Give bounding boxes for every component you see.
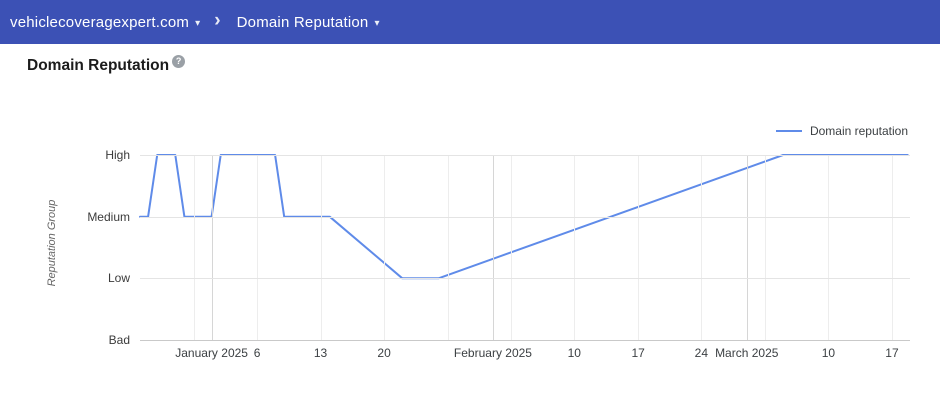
chevron-down-icon: ▾ [195,17,201,29]
y-axis-labels: High Medium Low Bad [0,148,130,347]
y-tick-label: Medium [87,209,130,224]
reputation-line-chart [139,154,909,280]
x-gridline [511,155,513,340]
y-gridline [140,155,910,156]
domain-menu[interactable]: vehiclecoveragexpert.com ▾ [10,14,200,31]
breadcrumb-chevron-icon: › [214,10,221,31]
x-gridline [193,155,195,340]
x-gridline [638,155,640,340]
x-gridline [211,155,213,340]
x-tick-label: February 2025 [453,346,532,360]
legend-line-swatch [775,130,802,132]
y-gridline [140,216,910,218]
y-tick-label: High [105,148,130,162]
x-gridline [492,155,494,340]
x-tick-label: 6 [253,346,261,360]
x-gridline [701,155,703,340]
page-title: Domain Reputation [27,57,170,74]
x-tick-label: March 2025 [715,346,779,360]
plot-area[interactable] [139,154,910,341]
y-gridline [140,278,910,280]
section-menu-label: Domain Reputation [236,13,369,31]
x-tick-label: 24 [694,346,709,360]
app-header: vehiclecoveragexpert.com ▾ › Domain Repu… [0,0,940,44]
legend-label: Domain reputation [809,124,908,138]
x-tick-label: 17 [631,346,645,360]
x-tick-label: January 2025 [175,346,248,360]
x-tick-label: 20 [377,346,391,360]
x-gridline [384,155,386,340]
y-gridline [140,340,910,341]
x-gridline [765,155,767,340]
x-gridline [320,155,322,340]
x-gridline [257,155,259,340]
x-gridline [746,155,748,340]
domain-menu-label: vehiclecoveragexpert.com [10,13,190,31]
x-tick-label: 10 [821,346,836,360]
page-title-row: Domain Reputation ? [27,55,186,75]
x-tick-label: 17 [885,346,899,360]
section-menu[interactable]: Domain Reputation ▾ [237,14,380,31]
chart-legend: Domain reputation [775,124,908,138]
x-tick-label: 13 [313,346,328,360]
x-axis-labels: January 2025 6 13 20 February 2025 10 17 24 Marc… [140,346,910,362]
y-tick-label: Bad [108,333,130,347]
x-gridline [574,155,576,340]
help-icon[interactable]: ? [172,55,186,68]
x-gridline [891,155,893,340]
x-gridline [447,155,449,340]
chevron-down-icon: ▾ [374,17,380,29]
y-tick-label: Low [107,271,130,286]
x-gridline [828,155,830,340]
x-tick-label: 10 [567,346,581,360]
